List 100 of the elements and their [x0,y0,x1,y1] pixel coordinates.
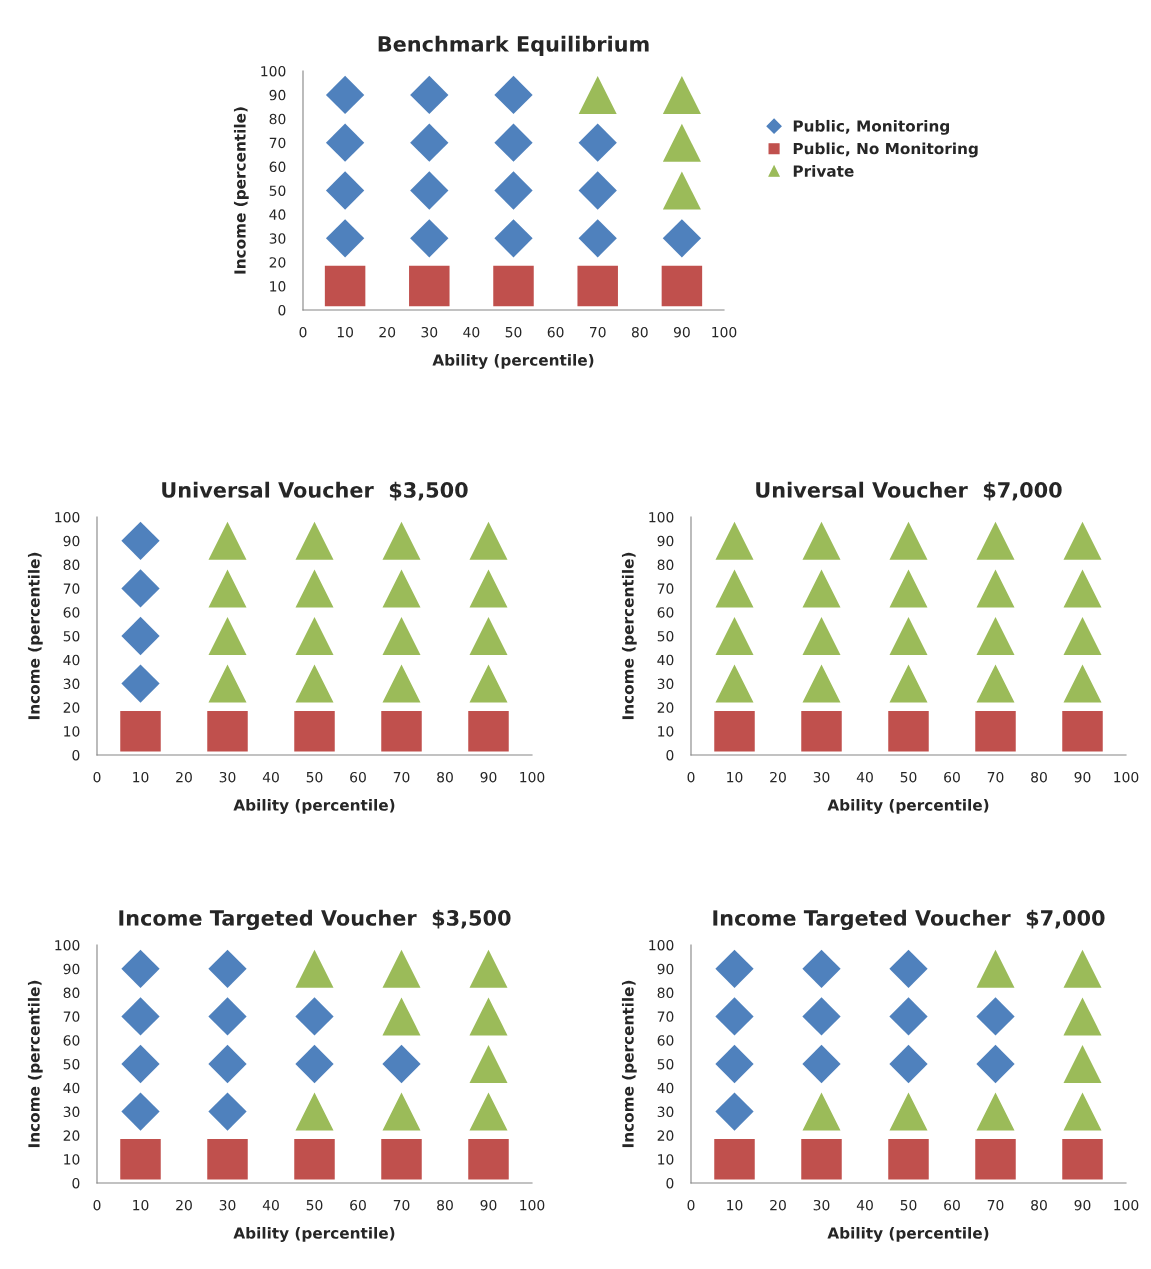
y-tick-label: 0 [72,749,80,761]
point [976,997,1015,1036]
point [382,569,421,608]
x-tick-label: 40 [463,326,480,338]
point [207,1138,248,1180]
x-tick-label: 50 [306,771,323,783]
point [888,710,929,752]
y-tick-label: 70 [63,583,80,594]
y-tick-label: 90 [63,535,80,547]
y-tick-label: 70 [657,1011,674,1022]
point [715,521,754,560]
x-tick-label: 60 [547,326,564,338]
x-tick-label: 50 [900,771,917,783]
chart-title: Universal Voucher $3,500 [162,481,468,501]
y-tick-label: 50 [63,630,80,642]
point [469,521,508,560]
y-tick-label: 40 [657,1082,674,1094]
point [208,1092,247,1131]
point [1063,521,1102,560]
y-tick-label: 40 [63,1082,80,1094]
point [889,1044,928,1084]
y-tick-label: 20 [657,702,674,713]
point [324,265,366,307]
point [975,710,1016,752]
point [889,616,928,656]
y-tick-label: 20 [63,702,80,713]
y-tick-label: 80 [657,987,674,999]
y-tick-label: 70 [657,583,674,594]
point [121,997,160,1036]
y-tick-label: 0 [666,749,674,761]
point [715,616,754,656]
point [382,949,421,988]
y-tick-label: 100 [55,939,80,951]
x-tick-label: 30 [813,771,830,783]
x-tick-label: 40 [856,1199,873,1211]
y-tick-label: 20 [269,257,286,268]
point [1062,710,1103,752]
point [295,569,334,608]
point [715,569,754,608]
point [325,123,365,162]
x-tick-label: 20 [770,771,786,783]
point [715,997,754,1036]
y-tick-label: 10 [658,1154,674,1165]
x-tick-label: 10 [727,771,743,783]
point [121,949,160,988]
x-tick-label: 60 [350,1199,366,1211]
y-tick-label: 70 [63,1011,80,1022]
point [410,171,449,210]
legend-label: Public, No Monitoring [793,142,978,158]
point [1063,949,1102,988]
point [493,265,534,307]
point [888,1138,929,1180]
point [469,949,508,988]
point [1062,1138,1103,1180]
point [1063,664,1102,703]
point [295,664,334,703]
point [715,1092,754,1131]
x-tick-label: 10 [133,771,149,783]
x-tick-label: 100 [1114,1199,1139,1211]
x-tick-label: 50 [306,1199,323,1211]
x-tick-label: 0 [93,1199,101,1211]
y-tick-label: 90 [657,535,674,547]
x-tick-label: 20 [176,1199,192,1211]
y-axis-title: Income (percentile) [621,980,637,1148]
point [295,997,334,1036]
y-tick-label: 70 [269,137,286,149]
point [578,75,617,114]
x-tick-label: 80 [1031,1199,1047,1211]
point [889,664,928,703]
point [802,616,841,656]
y-tick-label: 40 [63,654,80,666]
point [494,75,533,115]
point [801,1138,842,1180]
y-tick-label: 90 [657,963,674,975]
y-tick-label: 80 [657,559,674,571]
x-tick-label: 30 [813,1199,830,1211]
x-tick-label: 100 [1114,771,1139,783]
point [469,1092,508,1131]
y-tick-label: 40 [657,654,674,666]
point [662,75,701,114]
x-axis-title: Ability (percentile) [827,799,989,814]
x-axis-title: Ability (percentile) [233,799,395,814]
y-tick-label: 60 [63,607,80,618]
point [325,75,365,115]
y-axis-title: Income (percentile) [27,552,43,720]
point [714,1138,755,1180]
x-tick-label: 50 [900,1199,917,1211]
x-tick-label: 30 [421,326,438,338]
point [802,949,841,988]
point [121,1092,160,1131]
point [410,219,449,258]
x-tick-label: 10 [727,1199,743,1211]
x-tick-label: 0 [687,1199,695,1211]
y-tick-label: 50 [657,630,674,642]
point [976,949,1015,988]
point [121,616,160,656]
x-tick-label: 100 [712,326,737,338]
point [577,265,618,307]
y-tick-label: 0 [72,1177,80,1189]
point [1063,1092,1102,1131]
